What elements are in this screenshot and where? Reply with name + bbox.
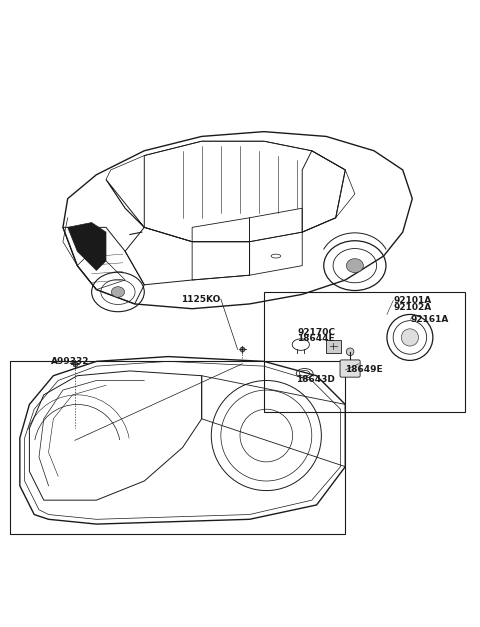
Text: 92101A: 92101A: [393, 296, 432, 305]
Circle shape: [346, 348, 354, 356]
Text: 92102A: 92102A: [393, 303, 432, 312]
FancyBboxPatch shape: [340, 360, 360, 377]
Circle shape: [401, 329, 419, 346]
Ellipse shape: [111, 287, 124, 297]
Text: 92161A: 92161A: [410, 315, 449, 324]
FancyBboxPatch shape: [326, 340, 340, 353]
Text: 18643D: 18643D: [297, 375, 336, 384]
Text: A99332: A99332: [51, 357, 89, 366]
Polygon shape: [68, 223, 106, 270]
Text: 1125KO: 1125KO: [181, 295, 221, 303]
Ellipse shape: [346, 259, 363, 273]
Text: 92170C: 92170C: [298, 328, 336, 337]
Text: 18644E: 18644E: [298, 334, 335, 344]
Text: 18649E: 18649E: [345, 366, 383, 374]
